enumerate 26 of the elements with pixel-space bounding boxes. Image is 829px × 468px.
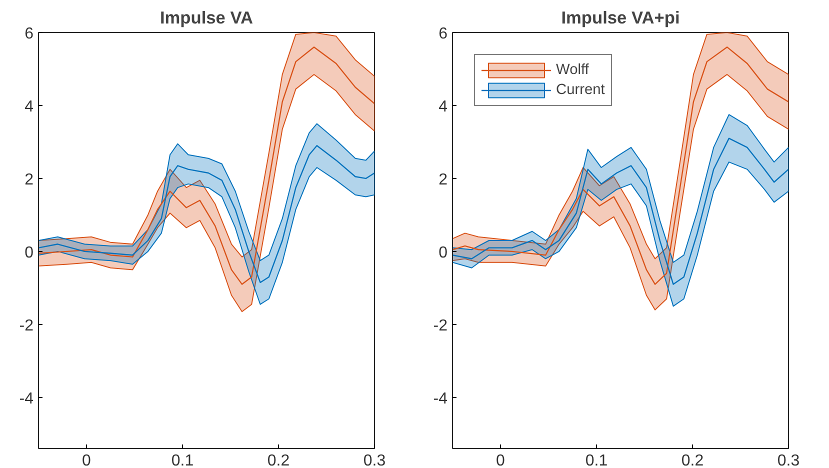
y-tick-label: 0 — [24, 244, 34, 262]
x-tick-label: 0.3 — [363, 452, 386, 468]
y-tick-label: 2 — [24, 171, 34, 188]
x-tick-label: 0.3 — [777, 452, 800, 468]
x-tick-label: 0.2 — [267, 452, 290, 468]
y-tick-label: 2 — [438, 171, 448, 188]
y-tick-label: -4 — [433, 390, 448, 408]
x-tick-label: 0 — [82, 452, 92, 468]
y-tick-label: -2 — [433, 317, 448, 334]
legend-label: Wolff — [556, 62, 589, 78]
legend-label: Current — [556, 82, 605, 98]
chart-title: Impulse VA — [160, 8, 254, 28]
y-tick-label: 4 — [438, 98, 448, 116]
y-tick-label: 6 — [438, 26, 448, 42]
y-tick-label: -2 — [19, 317, 34, 334]
line-series — [452, 138, 788, 285]
x-tick-label: 0.1 — [171, 452, 194, 468]
x-tick-label: 0.2 — [681, 452, 704, 468]
y-tick-label: 0 — [438, 244, 448, 262]
line-series — [38, 145, 374, 284]
y-tick-label: -4 — [19, 390, 34, 408]
y-tick-label: 4 — [24, 98, 34, 116]
x-tick-label: 0 — [496, 452, 506, 468]
chart-title: Impulse VA+pi — [561, 8, 680, 28]
x-tick-label: 0.1 — [585, 452, 608, 468]
y-tick-label: 6 — [24, 26, 34, 42]
